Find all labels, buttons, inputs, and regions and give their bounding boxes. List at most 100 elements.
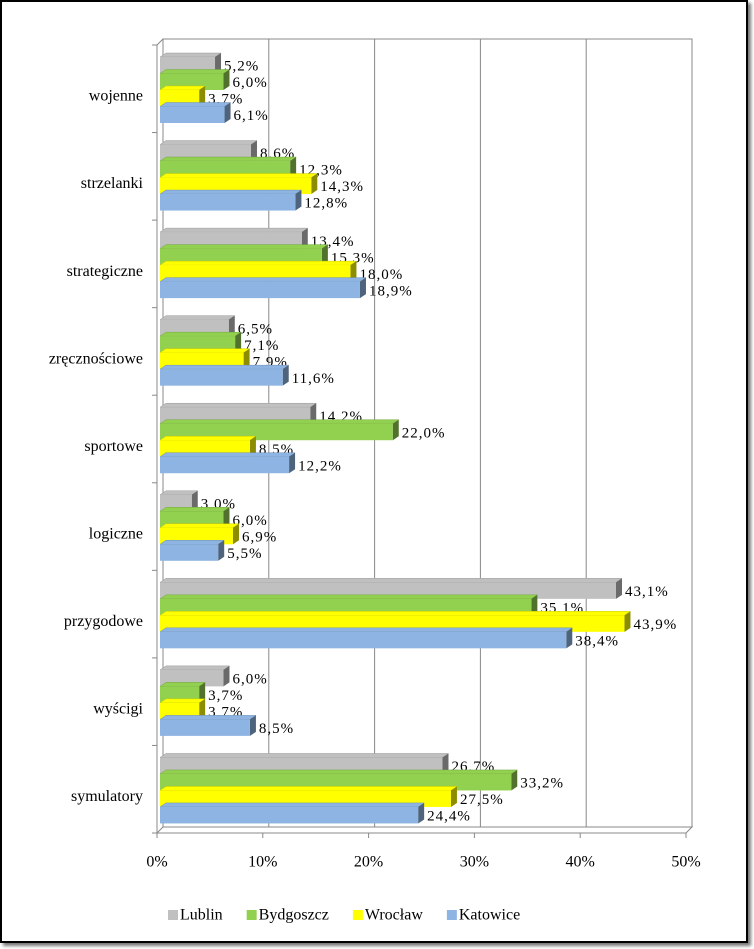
bar-side	[615, 578, 622, 599]
legend-label: Katowice	[459, 907, 520, 924]
value-label: 6,0%	[232, 75, 267, 91]
bar-side	[301, 228, 308, 249]
bar-side	[624, 611, 631, 632]
category-label: przygodowe	[64, 613, 143, 630]
bar-side	[199, 682, 206, 703]
legend-label: Bydgoszcz	[259, 907, 329, 924]
category-label: zręcznościowe	[49, 350, 143, 367]
value-label: 6,0%	[232, 672, 267, 688]
bar-top	[159, 682, 206, 687]
legend-swatch	[352, 910, 363, 920]
bar	[160, 369, 283, 386]
value-label: 27,5%	[460, 792, 504, 808]
bar-top	[159, 452, 296, 457]
legend-swatch	[246, 910, 257, 920]
bar-top	[159, 698, 206, 704]
bar-top	[159, 244, 329, 249]
bar-top	[159, 802, 425, 808]
category-label: wojenne	[89, 88, 143, 105]
bar-side	[282, 365, 289, 386]
bar-top	[159, 715, 257, 720]
bar-top	[159, 753, 450, 758]
bar-top	[159, 156, 297, 162]
bar-top	[159, 260, 358, 266]
x-tick-label: 40%	[566, 854, 595, 871]
bar-side	[249, 715, 256, 736]
bar-top	[159, 769, 519, 775]
x-tick-label: 30%	[460, 854, 489, 871]
bar-side	[223, 507, 230, 528]
value-label: 12,8%	[304, 196, 348, 212]
value-label: 6,9%	[242, 529, 277, 545]
x-tick-label: 20%	[354, 854, 383, 871]
bar	[160, 631, 567, 649]
value-label: 24,4%	[427, 809, 471, 825]
bar	[160, 544, 219, 561]
bar-side	[531, 594, 538, 616]
bar-side	[290, 157, 297, 178]
value-label: 14,3%	[320, 179, 364, 195]
bar	[160, 456, 290, 474]
bar-top	[159, 627, 574, 633]
bar-top	[159, 140, 258, 145]
bar	[160, 194, 296, 211]
bar-top	[159, 594, 539, 600]
bar	[160, 281, 360, 299]
bar-top	[159, 102, 232, 107]
bar-side	[289, 452, 296, 474]
bar-side	[243, 348, 250, 370]
bar-top	[159, 611, 632, 616]
legend-swatch	[168, 910, 178, 920]
bar-top	[159, 69, 231, 74]
bar-side	[359, 277, 366, 299]
bar	[160, 719, 250, 736]
bar-top	[159, 315, 236, 320]
bar-side	[511, 769, 518, 791]
bar-top	[159, 786, 458, 791]
value-label: 22,0%	[402, 425, 446, 441]
value-label: 38,4%	[575, 634, 619, 650]
bar-side	[450, 786, 457, 807]
bar-top	[159, 419, 400, 424]
category-label: strzelanki	[81, 175, 144, 192]
bar-side	[310, 403, 317, 424]
legend-swatch	[446, 910, 457, 920]
bar-side	[249, 436, 256, 457]
value-label: 18,0%	[359, 267, 403, 283]
legend-label: Lublin	[180, 907, 223, 924]
bar-side	[223, 69, 230, 90]
bar-top	[159, 435, 257, 441]
bar-side	[566, 627, 573, 649]
bar-side	[392, 419, 399, 441]
value-label: 6,0%	[232, 513, 267, 529]
bar-top	[159, 85, 206, 91]
x-tick-label: 10%	[248, 854, 277, 871]
value-label: 43,9%	[633, 617, 677, 633]
bar-side	[250, 140, 257, 162]
x-tick-label: 50%	[671, 854, 700, 871]
bar-top	[159, 173, 319, 178]
category-label: logiczne	[89, 525, 143, 542]
bar-side	[228, 315, 235, 337]
bar-top	[159, 402, 318, 408]
bar-top	[159, 277, 367, 282]
value-label: 5,2%	[224, 59, 259, 75]
bar-side	[233, 523, 240, 545]
value-label: 7,1%	[244, 338, 279, 354]
value-label: 33,2%	[520, 776, 564, 792]
bar	[160, 106, 225, 123]
bar-side	[311, 173, 318, 195]
x-tick-label: 0%	[146, 854, 167, 871]
bar-top	[159, 348, 251, 353]
value-label: 3,7%	[208, 688, 243, 704]
bar-side	[418, 802, 425, 824]
bar-top	[159, 523, 240, 529]
bar-top	[159, 364, 290, 370]
value-label: 5,5%	[227, 546, 262, 562]
bar-side	[223, 665, 230, 687]
value-label: 11,6%	[292, 371, 335, 387]
bar-top	[159, 331, 242, 337]
bar-side	[224, 102, 231, 123]
